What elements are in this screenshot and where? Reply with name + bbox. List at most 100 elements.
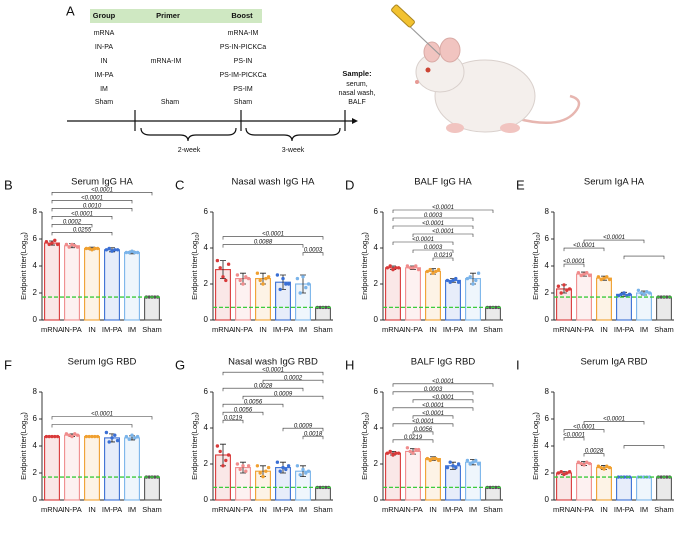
bar bbox=[636, 476, 652, 501]
data-point bbox=[104, 430, 109, 435]
boost-name: Sham bbox=[234, 99, 252, 106]
data-point bbox=[261, 282, 265, 286]
data-point bbox=[90, 434, 94, 439]
y-axis-label-close: ) bbox=[19, 232, 28, 235]
data-point bbox=[286, 464, 291, 468]
data-point bbox=[87, 434, 91, 439]
data-point bbox=[585, 271, 589, 275]
data-point bbox=[434, 269, 438, 274]
bar bbox=[616, 293, 632, 321]
y-axis-label-sub: 10 bbox=[195, 415, 201, 421]
y-axis-label-sub: 10 bbox=[195, 235, 201, 241]
data-point bbox=[425, 269, 430, 274]
data-point bbox=[301, 275, 305, 279]
x-tick-label: IN-PA bbox=[574, 505, 593, 514]
data-point bbox=[411, 451, 415, 455]
data-point bbox=[576, 271, 581, 275]
data-point bbox=[405, 446, 410, 450]
y-tick-label: 6 bbox=[33, 414, 38, 423]
x-tick-label: IM bbox=[299, 325, 307, 334]
x-tick-label: IM bbox=[299, 505, 307, 514]
y-tick-label: 0 bbox=[33, 495, 38, 504]
y-tick-label: 0 bbox=[374, 315, 379, 324]
boost-name: PS-IN bbox=[234, 58, 253, 65]
significance-bracket bbox=[412, 249, 454, 253]
data-point bbox=[416, 447, 421, 452]
y-axis-label-sub: 10 bbox=[24, 415, 30, 421]
significance-bracket bbox=[563, 263, 585, 268]
data-point bbox=[556, 471, 561, 475]
interval-brace bbox=[245, 127, 341, 142]
data-point bbox=[304, 285, 308, 290]
data-point bbox=[454, 276, 458, 281]
chart-title: BALF IgG HA bbox=[414, 177, 472, 188]
bar bbox=[315, 306, 331, 321]
p-value: 0.0056 bbox=[244, 399, 263, 405]
p-value: 0.0219 bbox=[404, 435, 423, 441]
p-value: <0.0001 bbox=[603, 235, 625, 241]
p-value: <0.0001 bbox=[81, 195, 103, 201]
x-tick-label: IM-PA bbox=[102, 325, 122, 334]
significance-bracket bbox=[412, 233, 474, 237]
y-axis-label-text: Endpoint titer(Log bbox=[360, 241, 369, 300]
panel-letter: H bbox=[345, 357, 354, 372]
x-tick-label: mRNA bbox=[382, 325, 404, 334]
data-point bbox=[488, 305, 492, 310]
data-point bbox=[394, 451, 398, 455]
data-point bbox=[301, 467, 305, 472]
data-point bbox=[451, 464, 455, 468]
x-tick-label: IM bbox=[128, 505, 136, 514]
chart-title: Nasal wash IgG RBD bbox=[228, 357, 318, 368]
x-tick-label: IN-PA bbox=[574, 325, 593, 334]
data-point bbox=[295, 464, 300, 468]
data-point bbox=[55, 242, 60, 247]
table-header-band bbox=[90, 9, 262, 23]
data-point bbox=[454, 465, 458, 470]
data-point bbox=[445, 278, 450, 283]
data-point bbox=[465, 276, 470, 281]
x-tick-label: mRNA bbox=[382, 505, 404, 514]
p-value: 0.0002 bbox=[284, 375, 303, 381]
y-tick-label: 0 bbox=[204, 315, 209, 324]
bar bbox=[485, 486, 501, 501]
data-point bbox=[127, 437, 131, 441]
panel-letter: G bbox=[175, 357, 185, 372]
bar bbox=[64, 245, 80, 321]
p-value: <0.0001 bbox=[91, 187, 113, 193]
data-point bbox=[582, 463, 586, 467]
p-value: <0.0001 bbox=[432, 395, 454, 401]
p-value: 0.0219 bbox=[224, 415, 243, 421]
p-value: 0.0018 bbox=[304, 431, 323, 437]
y-axis-label: Endpoint titer(Log10) bbox=[190, 232, 201, 300]
data-point bbox=[298, 291, 302, 295]
p-value: 0.0009 bbox=[294, 423, 313, 429]
data-point bbox=[278, 287, 282, 292]
data-point bbox=[50, 434, 54, 439]
data-point bbox=[73, 432, 77, 436]
bar bbox=[576, 462, 592, 501]
y-axis-label-close: ) bbox=[360, 412, 369, 415]
data-point bbox=[659, 295, 663, 299]
significance-bracket bbox=[392, 209, 494, 213]
y-tick-label: 6 bbox=[374, 207, 379, 216]
data-point bbox=[135, 250, 140, 255]
x-tick-label: IN bbox=[600, 325, 608, 334]
data-point bbox=[607, 465, 612, 470]
p-value: 0.0056 bbox=[414, 427, 433, 433]
data-point bbox=[67, 433, 71, 437]
significance-bracket bbox=[392, 439, 434, 443]
boost-name: mRNA-IM bbox=[228, 30, 259, 37]
bar bbox=[596, 467, 612, 501]
y-tick-label: 8 bbox=[545, 207, 550, 216]
bar bbox=[84, 435, 100, 501]
data-point bbox=[226, 453, 231, 457]
y-tick-label: 8 bbox=[33, 207, 38, 216]
data-point bbox=[665, 475, 669, 479]
x-tick-label: IM-PA bbox=[443, 505, 463, 514]
data-point bbox=[596, 464, 601, 468]
data-point bbox=[385, 451, 390, 455]
bar bbox=[84, 247, 100, 321]
y-tick-label: 6 bbox=[33, 234, 38, 243]
bar bbox=[425, 270, 441, 321]
panel-letter: A bbox=[66, 3, 75, 18]
